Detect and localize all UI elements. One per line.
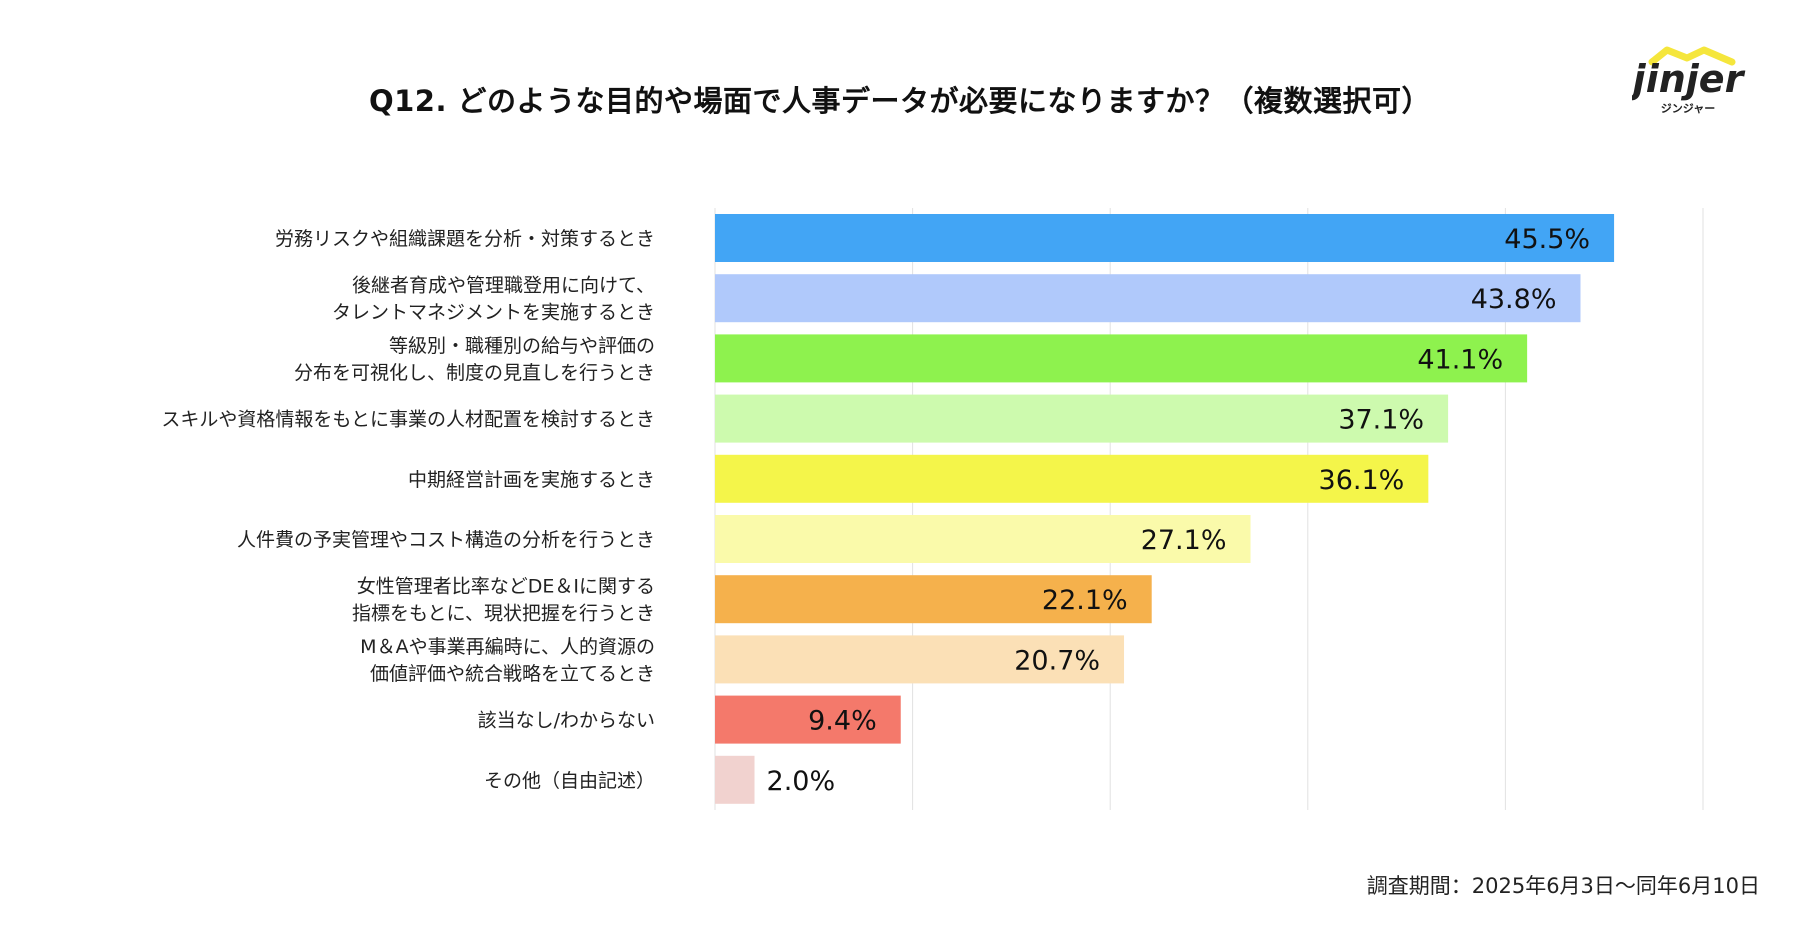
- category-label: スキルや資格情報をもとに事業の人材配置を検討するとき: [161, 409, 655, 431]
- category-label: 後継者育成や管理職登用に向けて、: [352, 275, 655, 297]
- bar: [715, 635, 1125, 684]
- category-label: 分布を可視化し、制度の見直しを行うとき: [294, 362, 655, 384]
- category-label: M＆Aや事業再編時に、人的資源の: [360, 636, 655, 658]
- value-label: 20.7%: [1014, 645, 1100, 676]
- bar: [715, 454, 1429, 503]
- value-label: 43.8%: [1471, 284, 1557, 315]
- bar: [715, 274, 1581, 323]
- logo-roof-mark: [1648, 46, 1736, 66]
- jinjer-logo-icon: jinjer ジンジャー: [1628, 46, 1746, 115]
- chart-title: Q12. どのような目的や場面で人事データが必要になりますか？（複数選択可）: [368, 84, 1432, 118]
- category-label: タレントマネジメントを実施するとき: [332, 302, 655, 324]
- jinjer-logo: jinjer ジンジャー: [1628, 44, 1762, 134]
- value-label: 9.4%: [808, 706, 877, 737]
- survey-period: 調査期間：2025年6月3日〜同年6月10日: [1366, 874, 1760, 898]
- category-label: 中期経営計画を実施するとき: [408, 469, 655, 491]
- logo-subtitle: ジンジャー: [1661, 102, 1715, 115]
- category-label: 女性管理者比率などDE＆Iに関する: [357, 576, 655, 598]
- value-labels: 45.5% 43.8% 41.1% 37.1% 36.1% 27.1% 22.1% 20.7%…: [767, 224, 1591, 797]
- bar: [715, 214, 1615, 262]
- bar: [715, 515, 1251, 563]
- bar: [715, 755, 755, 804]
- category-label: その他（自由記述）: [484, 770, 655, 792]
- category-labels: 労務リスクや組織課題を分析・対策するとき後継者育成や管理職登用に向けて、タレント…: [161, 228, 655, 792]
- bar: [715, 695, 901, 744]
- value-label: 22.1%: [1042, 585, 1128, 616]
- category-label: 人件費の予実管理やコスト構造の分析を行うとき: [237, 529, 655, 551]
- logo-wordmark: jinjer: [1632, 57, 1746, 101]
- bar: [715, 334, 1528, 383]
- bars: [715, 214, 1615, 804]
- category-label: 指標をもとに、現状把握を行うとき: [352, 603, 655, 625]
- value-label: 36.1%: [1319, 465, 1405, 496]
- value-label: 45.5%: [1504, 224, 1590, 255]
- bar: [715, 394, 1449, 443]
- category-label: 労務リスクや組織課題を分析・対策するとき: [275, 228, 655, 250]
- category-label: 該当なし/わからない: [478, 710, 655, 732]
- value-label: 37.1%: [1338, 405, 1424, 436]
- value-label: 2.0%: [767, 766, 836, 797]
- category-label: 等級別・職種別の給与や評価の: [389, 335, 655, 357]
- value-label: 27.1%: [1141, 525, 1227, 556]
- bar: [715, 575, 1152, 624]
- category-label: 価値評価や統合戦略を立てるとき: [370, 663, 655, 685]
- value-label: 41.1%: [1417, 344, 1503, 375]
